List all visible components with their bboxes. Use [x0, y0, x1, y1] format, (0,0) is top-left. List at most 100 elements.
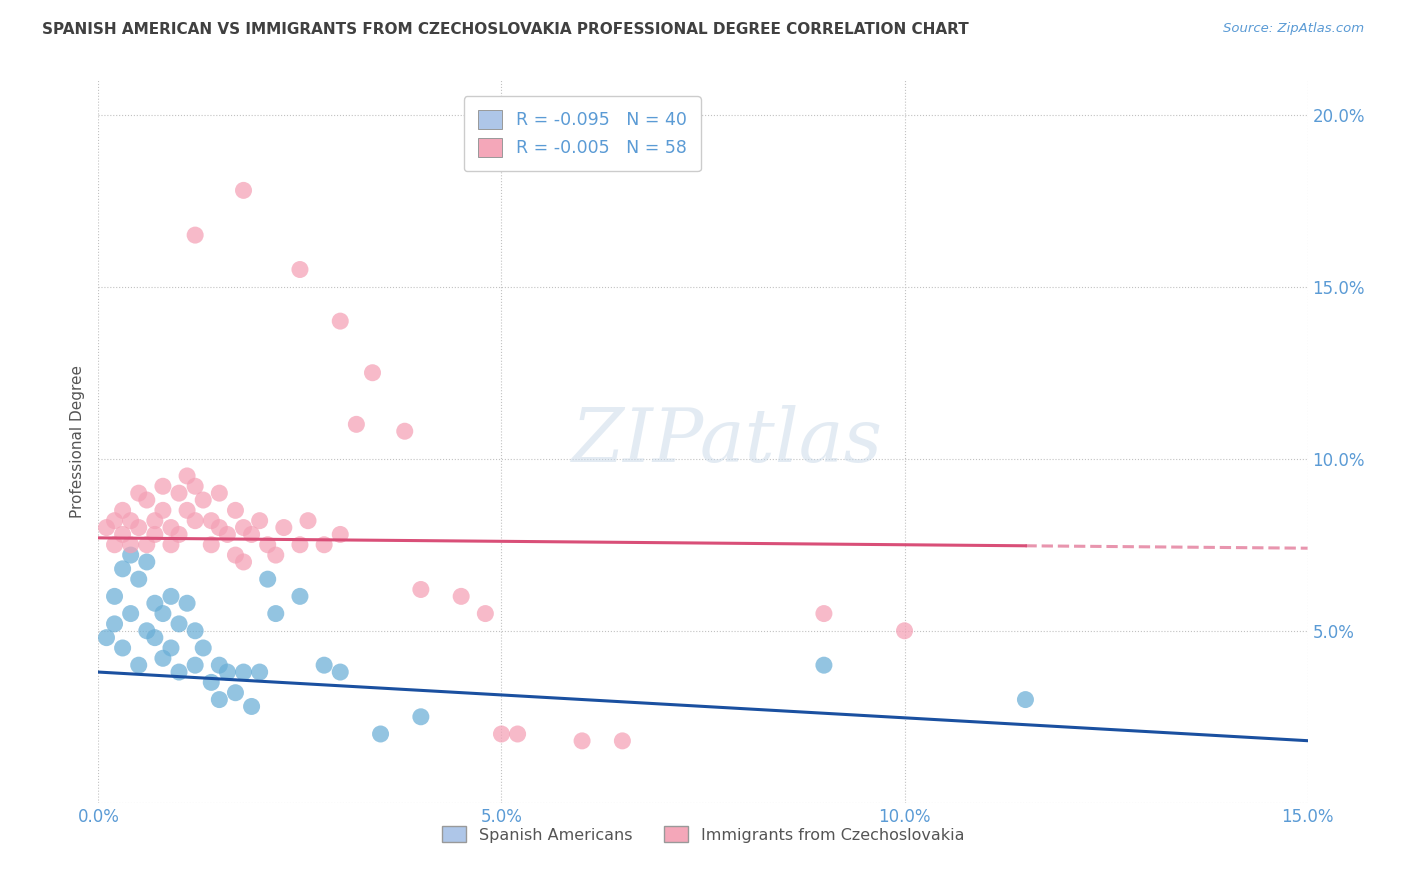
Text: Source: ZipAtlas.com: Source: ZipAtlas.com	[1223, 22, 1364, 36]
Point	[184, 228, 207, 243]
Point	[135, 538, 157, 552]
Point	[249, 514, 271, 528]
Point	[96, 631, 118, 645]
Point	[288, 538, 311, 552]
Point	[297, 514, 319, 528]
Point	[143, 631, 166, 645]
Point	[329, 314, 352, 328]
Point	[103, 538, 125, 552]
Point	[232, 183, 254, 197]
Point	[135, 555, 157, 569]
Point	[128, 486, 150, 500]
Point	[232, 520, 254, 534]
Point	[167, 616, 190, 631]
Point	[184, 479, 207, 493]
Point	[370, 727, 392, 741]
Point	[240, 527, 263, 541]
Point	[208, 692, 231, 706]
Point	[167, 527, 190, 541]
Point	[160, 590, 183, 604]
Point	[208, 520, 231, 534]
Point	[224, 503, 246, 517]
Point	[135, 624, 157, 638]
Point	[1014, 692, 1036, 706]
Point	[184, 514, 207, 528]
Point	[152, 479, 174, 493]
Point	[813, 658, 835, 673]
Point	[176, 596, 198, 610]
Point	[491, 727, 513, 741]
Y-axis label: Professional Degree: Professional Degree	[70, 365, 86, 518]
Point	[111, 640, 134, 655]
Point	[152, 651, 174, 665]
Point	[474, 607, 496, 621]
Point	[160, 520, 183, 534]
Point	[200, 675, 222, 690]
Point	[314, 658, 336, 673]
Point	[128, 658, 150, 673]
Point	[240, 699, 263, 714]
Point	[249, 665, 271, 679]
Point	[111, 527, 134, 541]
Legend: Spanish Americans, Immigrants from Czechoslovakia: Spanish Americans, Immigrants from Czech…	[436, 820, 970, 849]
Point	[135, 493, 157, 508]
Point	[111, 503, 134, 517]
Point	[612, 734, 634, 748]
Point	[103, 616, 125, 631]
Point	[176, 469, 198, 483]
Point	[361, 366, 384, 380]
Point	[224, 686, 246, 700]
Point	[143, 527, 166, 541]
Point	[160, 538, 183, 552]
Point	[314, 538, 336, 552]
Point	[184, 658, 207, 673]
Point	[167, 665, 190, 679]
Point	[103, 590, 125, 604]
Point	[232, 555, 254, 569]
Point	[409, 710, 432, 724]
Point	[160, 640, 183, 655]
Point	[329, 527, 352, 541]
Point	[167, 486, 190, 500]
Point	[394, 424, 416, 438]
Point	[232, 665, 254, 679]
Point	[329, 665, 352, 679]
Point	[409, 582, 432, 597]
Point	[200, 538, 222, 552]
Point	[152, 607, 174, 621]
Point	[256, 572, 278, 586]
Point	[193, 640, 215, 655]
Text: ZIPatlas: ZIPatlas	[572, 405, 883, 478]
Point	[571, 734, 593, 748]
Point	[224, 548, 246, 562]
Point	[217, 527, 239, 541]
Point	[103, 514, 125, 528]
Point	[344, 417, 367, 432]
Point	[893, 624, 915, 638]
Point	[120, 538, 142, 552]
Point	[264, 548, 287, 562]
Text: SPANISH AMERICAN VS IMMIGRANTS FROM CZECHOSLOVAKIA PROFESSIONAL DEGREE CORRELATI: SPANISH AMERICAN VS IMMIGRANTS FROM CZEC…	[42, 22, 969, 37]
Point	[208, 486, 231, 500]
Point	[256, 538, 278, 552]
Point	[120, 607, 142, 621]
Point	[120, 548, 142, 562]
Point	[208, 658, 231, 673]
Point	[193, 493, 215, 508]
Point	[176, 503, 198, 517]
Point	[152, 503, 174, 517]
Point	[143, 514, 166, 528]
Point	[120, 514, 142, 528]
Point	[143, 596, 166, 610]
Point	[450, 590, 472, 604]
Point	[96, 520, 118, 534]
Point	[200, 514, 222, 528]
Point	[128, 520, 150, 534]
Point	[217, 665, 239, 679]
Point	[184, 624, 207, 638]
Point	[264, 607, 287, 621]
Point	[813, 607, 835, 621]
Point	[273, 520, 295, 534]
Point	[111, 562, 134, 576]
Point	[288, 262, 311, 277]
